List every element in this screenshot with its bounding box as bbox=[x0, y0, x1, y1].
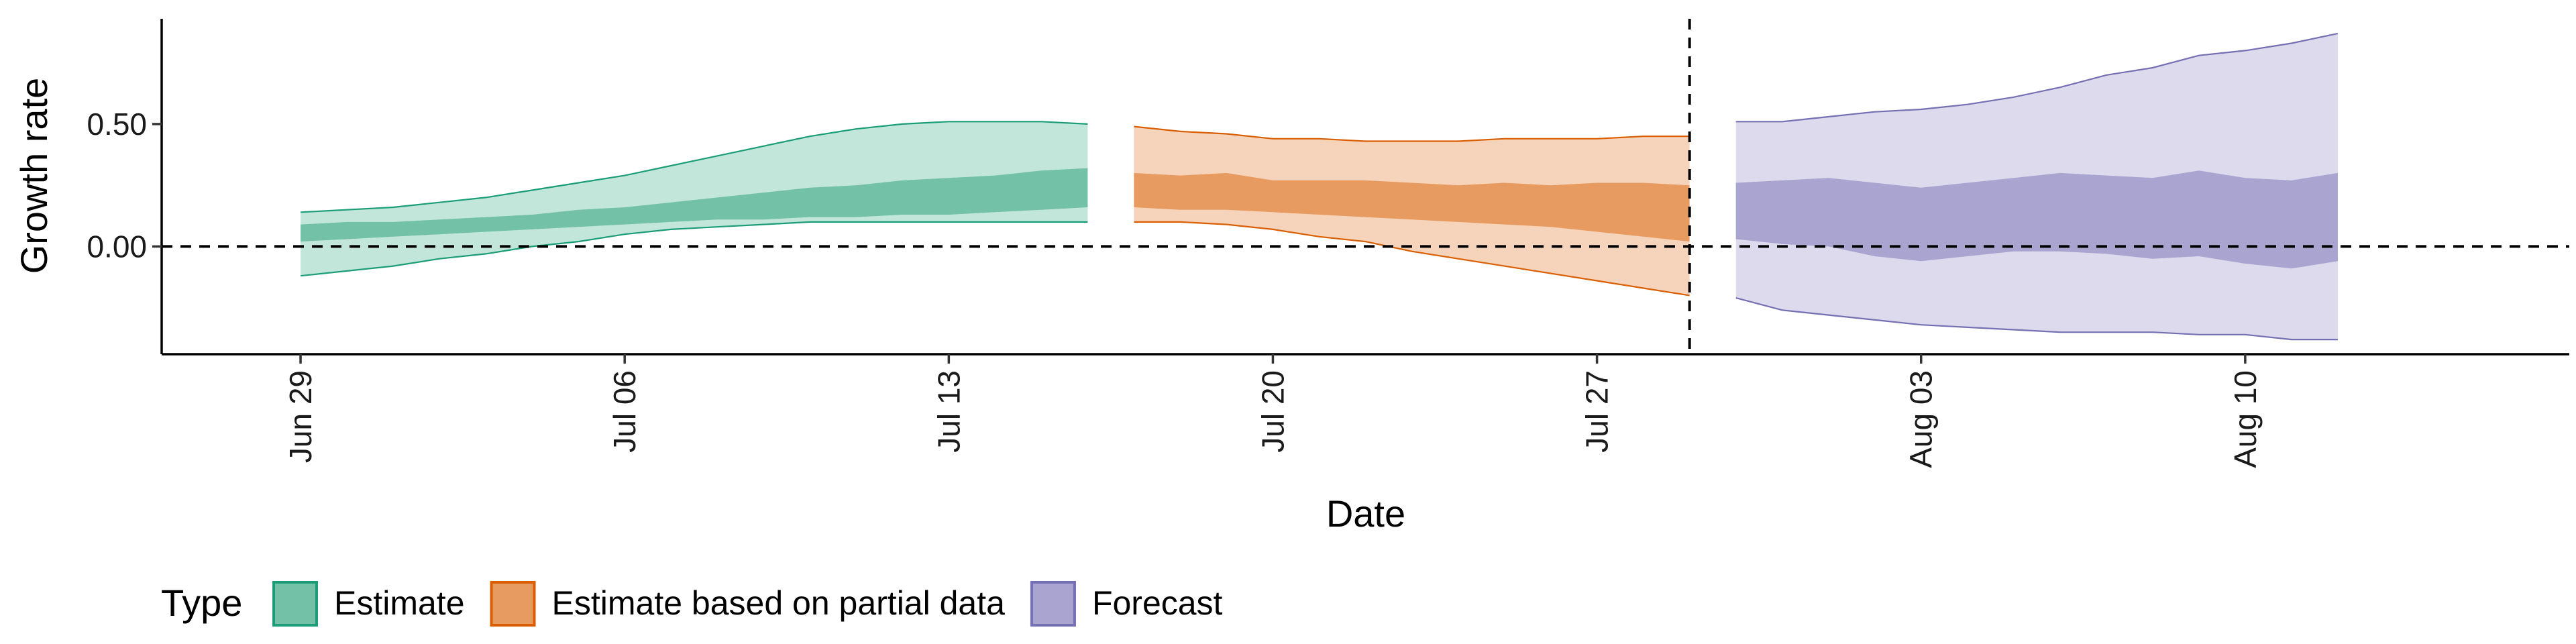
y-axis-title: Growth rate bbox=[13, 78, 55, 274]
x-tick-label: Aug 03 bbox=[1904, 370, 1939, 468]
x-axis-title: Date bbox=[1326, 492, 1405, 535]
legend-item-estimate-based-on-partial-data: Estimate based on partial data bbox=[490, 581, 1006, 627]
legend: Type Estimate Estimate based on partial d… bbox=[161, 581, 1223, 627]
estimate-upper-edge bbox=[301, 121, 1088, 213]
estimate-inner-band bbox=[301, 168, 1088, 242]
legend-label: Estimate bbox=[334, 584, 465, 622]
x-tick-label: Aug 10 bbox=[2228, 370, 2263, 468]
legend-swatch bbox=[272, 581, 318, 627]
x-tick-label: Jul 06 bbox=[607, 370, 642, 453]
reference-line-layer bbox=[162, 19, 2569, 354]
legend-swatch bbox=[1030, 581, 1076, 627]
x-tick-label: Jul 20 bbox=[1255, 370, 1290, 453]
axes-layer bbox=[160, 19, 2569, 356]
tick-layer: 0.00 0.50 Jun 29 Jul 06 Jul 13 Jul 20 Jul 27 Au… bbox=[87, 107, 2262, 468]
forecast-inner-band bbox=[1735, 170, 2338, 269]
estimate-based-on-partial-data-inner-band bbox=[1134, 172, 1690, 242]
legend-item-forecast: Forecast bbox=[1030, 581, 1223, 627]
series-estimate bbox=[300, 121, 1088, 277]
series-estimate-based-on-partial-data bbox=[1134, 125, 1690, 297]
x-tick-label: Jun 29 bbox=[283, 370, 318, 463]
estimate-outer-band bbox=[301, 121, 1088, 276]
estimate-lower-edge bbox=[300, 221, 1088, 277]
legend-title: Type bbox=[161, 582, 242, 624]
estimate-based-on-partial-data-lower-edge bbox=[1134, 221, 1690, 297]
y-tick-label: 0.00 bbox=[87, 229, 147, 264]
forecast-lower-edge bbox=[1735, 297, 2338, 341]
band-layer bbox=[300, 32, 2339, 341]
legend-item-estimate: Estimate bbox=[272, 581, 465, 627]
legend-label: Forecast bbox=[1092, 584, 1223, 622]
x-tick-label: Jul 13 bbox=[931, 370, 966, 453]
x-tick-label: Jul 27 bbox=[1580, 370, 1615, 453]
series-forecast bbox=[1735, 32, 2339, 341]
estimate-based-on-partial-data-upper-edge bbox=[1134, 125, 1690, 142]
legend-swatch bbox=[490, 581, 536, 627]
forecast-upper-edge bbox=[1735, 32, 2339, 123]
y-tick-label: 0.50 bbox=[87, 107, 147, 142]
legend-label: Estimate based on partial data bbox=[552, 584, 1006, 622]
